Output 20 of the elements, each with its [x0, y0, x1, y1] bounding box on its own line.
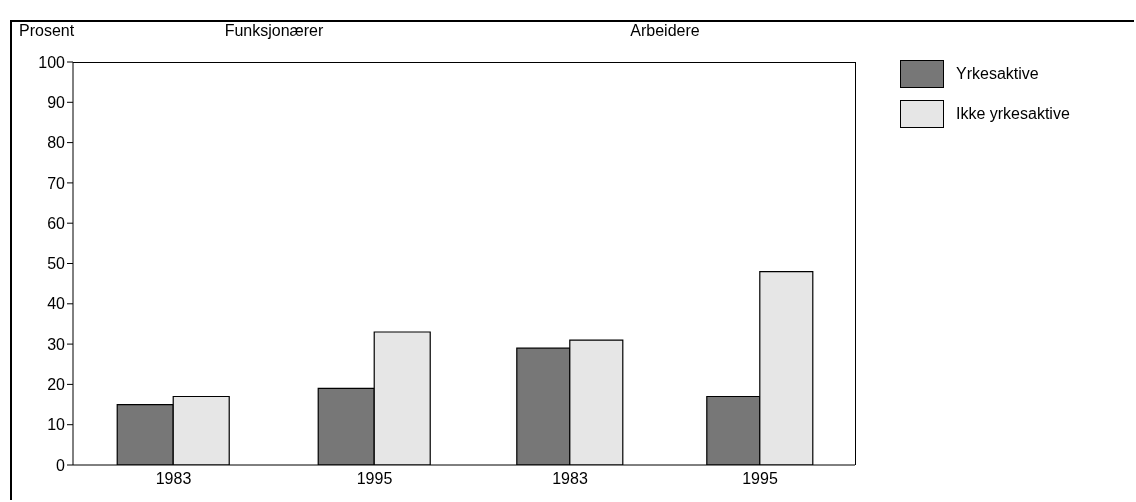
chart-title: Arbeidere	[629, 22, 701, 40]
y-tick-label: 50	[47, 255, 66, 273]
y-tick-label: 40	[47, 295, 66, 313]
x-tick-label: 1983	[155, 470, 192, 488]
x-tick-label: 1983	[552, 470, 588, 488]
chart-title: Funksjonærer	[223, 22, 325, 40]
legend-label: Yrkesaktive	[956, 65, 1039, 83]
y-tick-label: 60	[47, 214, 66, 232]
x-tick-label: 1995	[742, 470, 778, 488]
x-tick-label: 1995	[356, 470, 393, 488]
y-tick-label: 90	[47, 93, 66, 111]
y-tick-label: 10	[47, 416, 66, 434]
y-tick-label: 0	[56, 456, 66, 474]
y-tick-label: 100	[38, 53, 66, 71]
y-axis-title: Prosent	[19, 22, 75, 40]
legend-label: Ikke yrkesaktive	[956, 105, 1070, 123]
y-tick-label: 30	[47, 335, 66, 353]
y-tick-label: 20	[47, 376, 66, 394]
y-tick-label: 80	[47, 134, 66, 152]
y-tick-label: 70	[47, 174, 66, 192]
